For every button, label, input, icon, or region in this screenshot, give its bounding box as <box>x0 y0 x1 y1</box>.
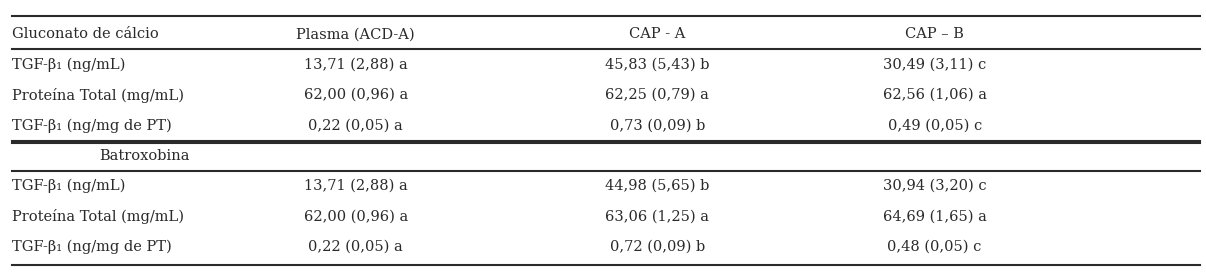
Text: 30,49 (3,11) c: 30,49 (3,11) c <box>883 58 987 72</box>
Text: 0,73 (0,09) b: 0,73 (0,09) b <box>609 118 706 132</box>
Text: 0,22 (0,05) a: 0,22 (0,05) a <box>309 118 403 132</box>
Text: 13,71 (2,88) a: 13,71 (2,88) a <box>304 58 408 72</box>
Text: 44,98 (5,65) b: 44,98 (5,65) b <box>605 179 709 193</box>
Text: 13,71 (2,88) a: 13,71 (2,88) a <box>304 179 408 193</box>
Text: 0,72 (0,09) b: 0,72 (0,09) b <box>610 240 704 254</box>
Text: TGF-β₁ (ng/mL): TGF-β₁ (ng/mL) <box>12 58 125 72</box>
Text: 0,49 (0,05) c: 0,49 (0,05) c <box>888 118 982 132</box>
Text: CAP - A: CAP - A <box>630 27 685 41</box>
Text: TGF-β₁ (ng/mL): TGF-β₁ (ng/mL) <box>12 179 125 193</box>
Text: 64,69 (1,65) a: 64,69 (1,65) a <box>883 209 987 224</box>
Text: Proteína Total (mg/mL): Proteína Total (mg/mL) <box>12 88 185 103</box>
Text: Proteína Total (mg/mL): Proteína Total (mg/mL) <box>12 209 185 224</box>
Text: Batroxobina: Batroxobina <box>99 149 191 163</box>
Text: 0,48 (0,05) c: 0,48 (0,05) c <box>888 240 982 254</box>
Text: CAP – B: CAP – B <box>906 27 964 41</box>
Text: 62,56 (1,06) a: 62,56 (1,06) a <box>883 88 987 102</box>
Text: 62,25 (0,79) a: 62,25 (0,79) a <box>605 88 709 102</box>
Text: TGF-β₁ (ng/mg de PT): TGF-β₁ (ng/mg de PT) <box>12 118 171 133</box>
Text: Plasma (ACD-A): Plasma (ACD-A) <box>297 27 415 41</box>
Text: TGF-β₁ (ng/mg de PT): TGF-β₁ (ng/mg de PT) <box>12 240 171 254</box>
Text: 45,83 (5,43) b: 45,83 (5,43) b <box>605 58 709 72</box>
Text: Gluconato de cálcio: Gluconato de cálcio <box>12 27 159 41</box>
Text: 63,06 (1,25) a: 63,06 (1,25) a <box>605 209 709 224</box>
Text: 0,22 (0,05) a: 0,22 (0,05) a <box>309 240 403 254</box>
Text: 30,94 (3,20) c: 30,94 (3,20) c <box>883 179 987 193</box>
Text: 62,00 (0,96) a: 62,00 (0,96) a <box>304 209 408 224</box>
Text: 62,00 (0,96) a: 62,00 (0,96) a <box>304 88 408 102</box>
